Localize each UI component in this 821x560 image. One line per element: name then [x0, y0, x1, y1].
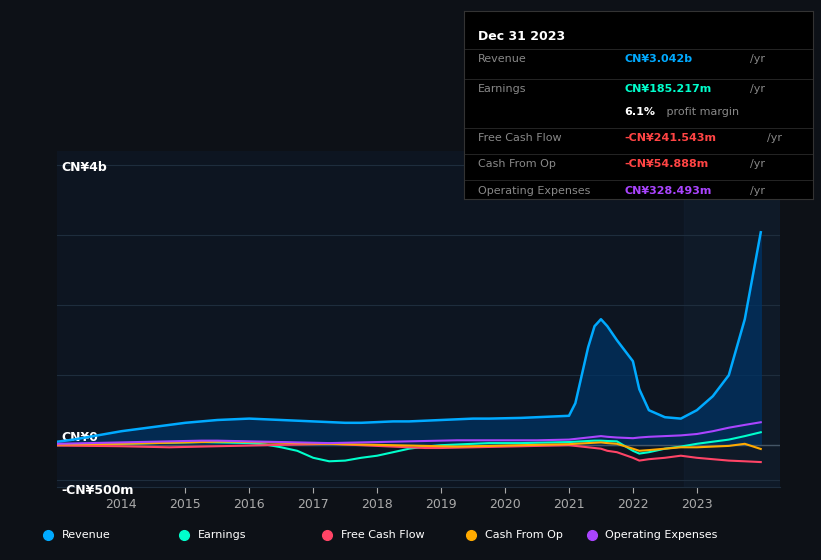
- Text: -CN¥54.888m: -CN¥54.888m: [624, 160, 709, 170]
- Text: 6.1%: 6.1%: [624, 107, 655, 117]
- Text: Earnings: Earnings: [198, 530, 246, 540]
- Text: Free Cash Flow: Free Cash Flow: [341, 530, 424, 540]
- Text: CN¥0: CN¥0: [61, 431, 98, 444]
- Text: Dec 31 2023: Dec 31 2023: [478, 30, 565, 43]
- Text: Operating Expenses: Operating Expenses: [478, 186, 590, 195]
- Text: Cash From Op: Cash From Op: [478, 160, 556, 170]
- Text: CN¥4b: CN¥4b: [61, 161, 107, 174]
- Text: Earnings: Earnings: [478, 85, 526, 95]
- Text: /yr: /yr: [750, 54, 765, 64]
- Text: /yr: /yr: [750, 85, 765, 95]
- Text: -CN¥241.543m: -CN¥241.543m: [624, 133, 717, 143]
- Text: profit margin: profit margin: [663, 107, 739, 117]
- Text: Operating Expenses: Operating Expenses: [605, 530, 718, 540]
- Text: Revenue: Revenue: [478, 54, 526, 64]
- Text: /yr: /yr: [750, 160, 765, 170]
- Text: -CN¥500m: -CN¥500m: [61, 484, 134, 497]
- Text: Cash From Op: Cash From Op: [484, 530, 562, 540]
- Text: CN¥328.493m: CN¥328.493m: [624, 186, 712, 195]
- Text: CN¥185.217m: CN¥185.217m: [624, 85, 712, 95]
- Text: Revenue: Revenue: [62, 530, 110, 540]
- Bar: [684, 151, 780, 487]
- Text: /yr: /yr: [768, 133, 782, 143]
- Text: /yr: /yr: [750, 186, 765, 195]
- Text: CN¥3.042b: CN¥3.042b: [624, 54, 692, 64]
- Text: Free Cash Flow: Free Cash Flow: [478, 133, 562, 143]
